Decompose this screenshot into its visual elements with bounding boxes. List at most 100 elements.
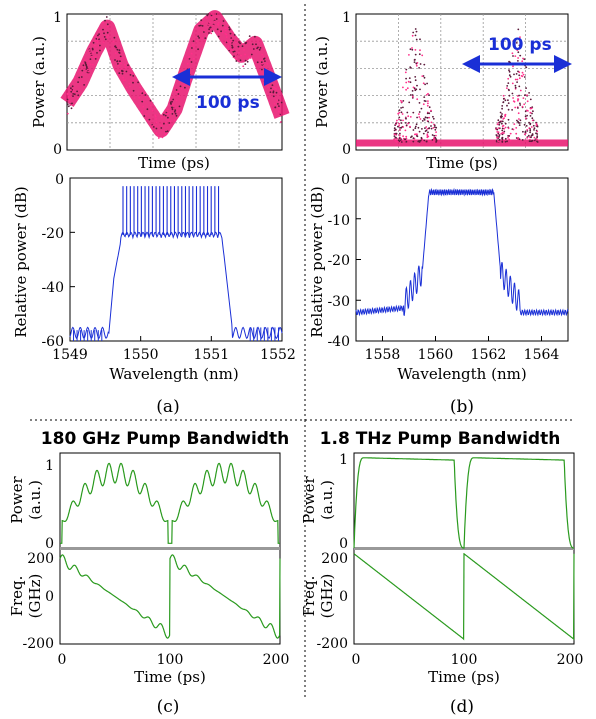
pulse-dot xyxy=(508,135,510,137)
pulse-dot xyxy=(433,124,436,127)
noise-dot xyxy=(105,16,108,18)
noise-dot xyxy=(216,28,219,31)
pulse-dot xyxy=(415,123,418,126)
pulse-dot xyxy=(529,122,532,125)
pulse-dot xyxy=(402,119,404,122)
pulse-dot xyxy=(496,123,499,126)
pulse-dot xyxy=(424,127,426,129)
noise-dot xyxy=(169,120,172,123)
pulse-dot xyxy=(414,53,417,56)
noise-dot xyxy=(244,59,247,62)
pulse-dot xyxy=(418,141,421,143)
noise-dot xyxy=(114,52,117,55)
freq-y-tick-200: 200 xyxy=(321,551,348,567)
pulse-dot xyxy=(512,97,514,99)
noise-dot xyxy=(121,72,124,75)
pulse-dot xyxy=(423,100,426,102)
noise-dot xyxy=(178,105,181,108)
pulse-dot xyxy=(529,138,531,141)
noise-dot xyxy=(215,13,218,15)
pulse-dot xyxy=(514,84,517,87)
pulse-dot xyxy=(515,73,518,75)
noise-dot xyxy=(274,87,277,90)
noise-dot xyxy=(131,72,134,75)
x-tick-1564: 1564 xyxy=(524,347,560,363)
pulse-dot xyxy=(498,127,501,130)
noise-dot xyxy=(66,103,69,106)
pulse-dot xyxy=(518,124,521,126)
pulse-dot xyxy=(512,55,514,57)
noise-dot xyxy=(267,86,269,88)
noise-dot xyxy=(212,24,215,27)
noise-dot xyxy=(218,31,221,33)
pulse-dot xyxy=(421,127,423,130)
pulse-dot xyxy=(512,128,515,131)
pulse-dot xyxy=(405,124,408,127)
pulse-dot xyxy=(410,136,412,139)
pulse-dot xyxy=(395,132,398,135)
pulse-dot xyxy=(428,112,431,115)
pulse-dot xyxy=(531,117,534,120)
pulse-dot xyxy=(406,87,409,90)
noise-dot xyxy=(217,35,220,38)
pulse-dot xyxy=(531,133,534,135)
pulse-dot xyxy=(404,129,407,132)
pulse-dot xyxy=(522,57,524,60)
pulse-dot xyxy=(529,111,532,114)
x-tick-1560: 1560 xyxy=(418,347,454,363)
pulse-dot xyxy=(421,138,424,141)
noise-dot xyxy=(263,56,265,58)
pulse-dot xyxy=(402,100,405,102)
pulse-dot xyxy=(501,131,504,134)
freq-y-tick-minus200: -200 xyxy=(23,636,54,652)
y-tick-minus10: -10 xyxy=(327,213,350,229)
noise-dot xyxy=(71,85,74,88)
noise-dot xyxy=(114,59,116,61)
pulse-dot xyxy=(414,127,417,130)
pulse-dot xyxy=(400,111,403,114)
pulse-dot xyxy=(423,96,426,98)
pulse-dot xyxy=(531,119,534,122)
x-tick-0: 0 xyxy=(58,652,67,668)
pulse-dot xyxy=(517,98,519,100)
pulse-dot xyxy=(414,28,417,30)
pulse-dot xyxy=(515,127,518,129)
pulse-dot xyxy=(435,131,437,134)
pulse-dot xyxy=(507,108,510,111)
pulse-dot xyxy=(419,88,421,91)
pulse-dot xyxy=(430,121,433,124)
noise-dot xyxy=(227,48,230,51)
x-axis-label: Wavelength (nm) xyxy=(109,365,238,383)
power-frame xyxy=(59,452,281,549)
noise-dot xyxy=(167,108,169,111)
pulse-dot xyxy=(406,111,409,114)
noise-dot xyxy=(155,121,158,124)
noise-dot xyxy=(266,82,269,85)
pulse-dot xyxy=(435,140,438,142)
pulse-dot xyxy=(504,114,506,116)
pulse-dot xyxy=(411,34,414,37)
noise-dot xyxy=(277,103,279,105)
noise-dot xyxy=(132,75,135,77)
pulse-dot xyxy=(517,137,520,139)
pulse-dot xyxy=(416,98,419,101)
noise-dot xyxy=(106,25,109,28)
pulse-dot xyxy=(426,112,429,115)
power-trace xyxy=(60,462,280,544)
noise-dot xyxy=(278,107,281,110)
noise-dot xyxy=(82,64,85,67)
noise-dot xyxy=(88,60,91,63)
noise-dot xyxy=(248,35,251,37)
pulse-dot xyxy=(401,113,404,115)
x-tick-1549: 1549 xyxy=(52,347,88,363)
noise-dot xyxy=(179,85,182,88)
pulse-dot xyxy=(502,101,505,103)
noise-dot xyxy=(239,59,242,62)
pulse-dot xyxy=(536,135,539,138)
noise-dot xyxy=(210,16,213,19)
noise-dot xyxy=(122,79,125,82)
noise-dot xyxy=(199,24,202,27)
pulse-dot xyxy=(516,37,518,40)
pulse-dot xyxy=(406,139,409,142)
noise-dot xyxy=(143,92,146,94)
